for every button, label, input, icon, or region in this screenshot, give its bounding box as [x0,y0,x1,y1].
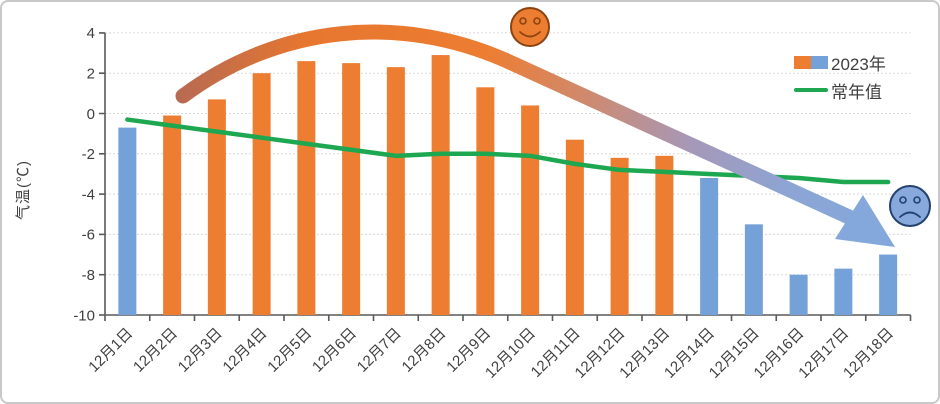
y-tick-label: -4 [82,186,95,203]
y-tick-label: 0 [87,106,95,123]
bar [252,73,271,315]
y-tick-label: 2 [87,65,95,82]
bar [118,127,137,315]
y-tick-label: -10 [73,307,95,324]
x-tick-label: 12月8日 [399,325,450,376]
happy-face-icon-eye [519,17,527,25]
bar [565,139,584,315]
sad-face-icon-mouth [899,211,921,218]
bar [163,115,182,315]
bar [342,63,361,315]
happy-face-icon-eye [533,17,541,25]
bar [476,87,495,316]
green-line-swatch-icon [794,88,828,92]
bar [789,274,808,315]
y-tick-label: 4 [87,25,95,42]
x-tick-labels: 12月1日12月2日12月3日12月4日12月5日12月6日12月7日12月8日… [85,325,897,382]
bar [744,224,763,315]
bar [700,177,719,315]
x-tick-label: 12月7日 [354,325,405,376]
y-axis-title: 气温(℃) [15,160,32,220]
bar [521,105,540,315]
bar [879,254,898,315]
legend-swatch-2023 [794,55,828,69]
normal-value-line [125,117,891,185]
x-tick-label: 12月4日 [220,325,271,376]
legend-label-normal: 常年值 [831,82,882,102]
x-tick-label: 12月1日 [85,325,136,376]
legend-item-normal: 常年值 [794,76,886,104]
sad-face-icon-eye [899,196,907,204]
bar [386,67,405,315]
y-tick-labels: 4 2 0 -2 -4 -6 -8 -10 [73,25,95,324]
bar [834,268,853,315]
happy-face-icon [510,7,550,47]
blue-swatch-icon [811,55,828,69]
x-tick-label: 12月3日 [175,325,226,376]
orange-swatch-icon [794,55,811,69]
bars [118,55,898,316]
legend-item-2023: 2023年 [794,48,886,76]
y-tick-label: -8 [82,267,95,284]
y-tick-label: -2 [82,146,95,163]
bar [207,99,226,316]
x-tick-label: 12月2日 [130,325,181,376]
trend-arrow-shaft [175,24,857,225]
sad-face-icon-eye [913,196,921,204]
legend: 2023年 常年值 [794,48,886,104]
bar [431,55,450,315]
happy-face-icon-circle [510,7,550,47]
bar [610,157,629,315]
sad-face-icon-circle [889,185,931,227]
bar [297,61,316,315]
trend-arrow-head [835,195,895,247]
axes [99,32,912,321]
x-tick-label: 12月6日 [309,325,360,376]
y-tick-label: -6 [82,227,95,244]
bar [655,155,674,315]
legend-label-2023: 2023年 [831,54,886,74]
sad-face-icon [889,185,931,227]
x-tick-label: 12月5日 [264,325,315,376]
happy-face-icon-mouth [519,31,541,38]
